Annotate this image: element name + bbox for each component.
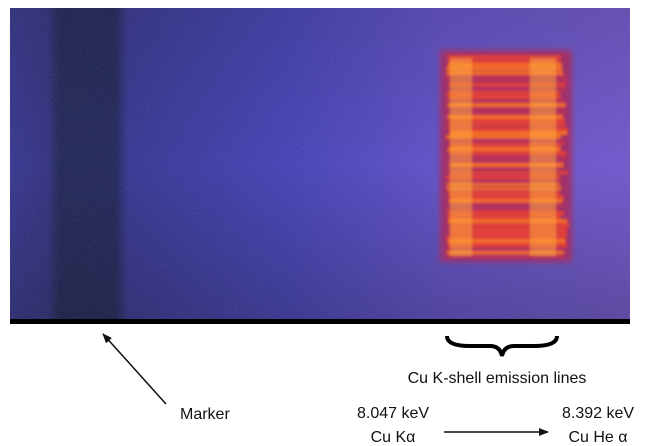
line2-energy: 8.392 keV xyxy=(562,405,634,422)
brace xyxy=(447,336,557,356)
emission-label: Cu K-shell emission lines xyxy=(408,370,587,387)
marker-arrow xyxy=(103,334,166,404)
line1-energy: 8.047 keV xyxy=(357,405,429,422)
line1-name: Cu Kα xyxy=(371,429,416,446)
detector-image xyxy=(10,8,630,324)
figure: Marker Cu K-shell emission lines 8.047 k… xyxy=(0,0,645,446)
emission-line-core xyxy=(530,58,556,256)
emission-stripe xyxy=(448,55,561,58)
line2-name: Cu He α xyxy=(568,429,627,446)
marker-label: Marker xyxy=(180,406,230,423)
emission-line-core xyxy=(450,58,472,256)
